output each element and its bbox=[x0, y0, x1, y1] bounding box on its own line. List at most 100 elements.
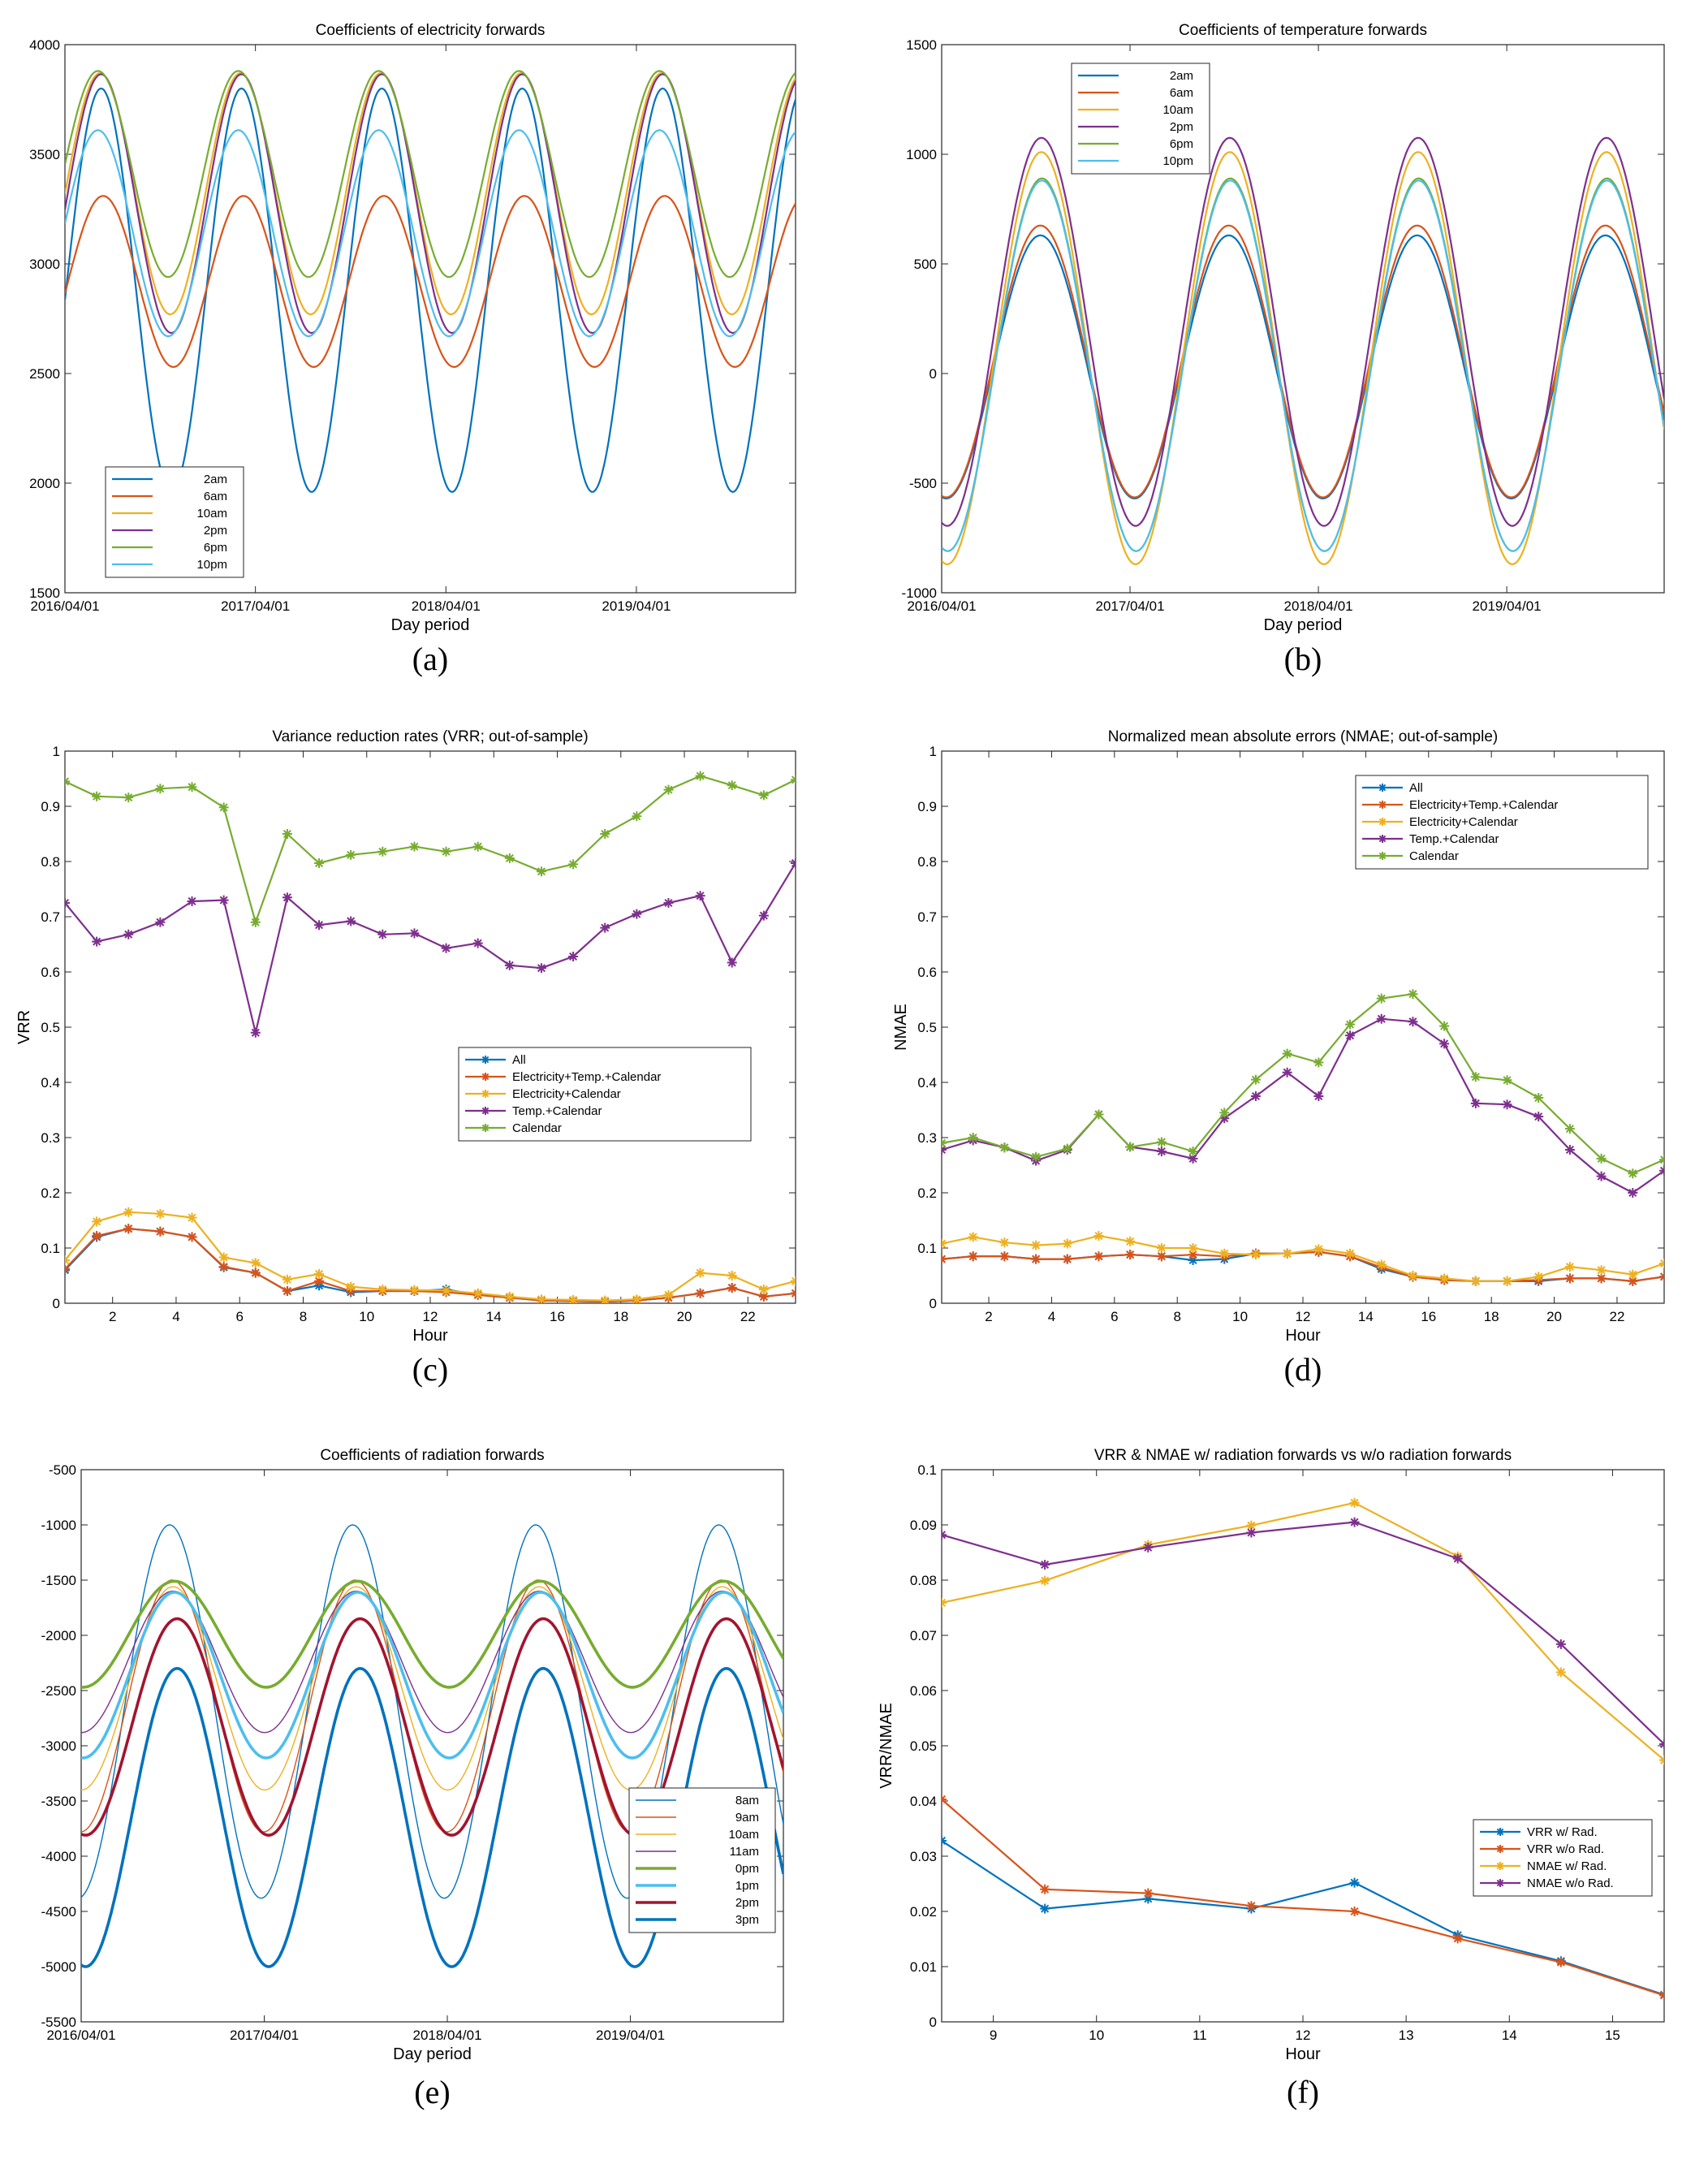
legend-entry-label: Electricity+Calendar bbox=[1409, 815, 1518, 829]
x-tick-label: 10 bbox=[1089, 2028, 1104, 2043]
x-tick-label: 2019/04/01 bbox=[1473, 598, 1542, 614]
data-point-marker bbox=[155, 1208, 166, 1219]
y-tick-label: 0.01 bbox=[910, 1959, 937, 1975]
data-point-marker bbox=[1093, 1251, 1104, 1262]
data-point-marker bbox=[250, 917, 261, 927]
y-tick-label: 0.1 bbox=[917, 1462, 937, 1478]
chart-f: VRR & NMAE w/ radiation forwards vs w/o … bbox=[878, 1447, 1665, 2110]
data-point-marker bbox=[1439, 1021, 1450, 1031]
data-point-marker bbox=[999, 1142, 1010, 1153]
panel-e: Coefficients of radiation forwards -5500 -… bbox=[16, 1437, 828, 2111]
data-point-marker bbox=[1564, 1124, 1575, 1134]
data-point-marker bbox=[250, 1268, 261, 1278]
data-point-marker bbox=[600, 922, 610, 933]
data-point-marker bbox=[1282, 1048, 1292, 1059]
data-point-marker bbox=[600, 1295, 610, 1303]
x-tick-label: 2017/04/01 bbox=[1095, 598, 1164, 614]
data-point-marker bbox=[1250, 1074, 1261, 1085]
data-point-marker bbox=[1596, 1153, 1607, 1164]
data-point-marker bbox=[1659, 1990, 1664, 2001]
data-point-marker bbox=[1313, 1057, 1324, 1068]
data-point-marker bbox=[282, 829, 292, 839]
x-tick-label: 12 bbox=[423, 1309, 438, 1324]
x-tick-label: 6 bbox=[235, 1309, 243, 1324]
legend-marker bbox=[481, 1107, 490, 1115]
legend-marker bbox=[1378, 818, 1387, 826]
data-point-marker bbox=[1125, 1236, 1136, 1246]
y-tick-label: 0.04 bbox=[910, 1794, 937, 1809]
data-point-marker bbox=[472, 1288, 483, 1298]
x-tick-label: 2018/04/01 bbox=[412, 598, 481, 614]
legend-marker bbox=[1378, 801, 1387, 809]
data-point-marker bbox=[1349, 1497, 1360, 1508]
data-point-marker bbox=[1659, 1738, 1664, 1749]
data-point-marker bbox=[1040, 1884, 1050, 1894]
chart-d: Normalized mean absolute errors (NMAE; o… bbox=[892, 728, 1665, 1388]
y-tick-label: 0.9 bbox=[41, 799, 60, 814]
data-point-marker bbox=[942, 1835, 947, 1846]
y-tick-label: 0.4 bbox=[917, 1075, 937, 1090]
data-point-marker bbox=[968, 1133, 978, 1142]
legend-box bbox=[105, 466, 244, 578]
x-tick-label: 2016/04/01 bbox=[907, 598, 976, 614]
x-tick-label: 10 bbox=[1232, 1309, 1248, 1324]
data-point-marker bbox=[1452, 1933, 1463, 1944]
x-axis-label: Day period bbox=[1264, 616, 1343, 634]
y-tick-label: 0 bbox=[929, 366, 937, 382]
y-tick-label: 0.3 bbox=[917, 1130, 937, 1146]
legend-box bbox=[458, 1047, 752, 1142]
data-point-marker bbox=[1628, 1269, 1638, 1280]
series-line-calendar bbox=[942, 993, 1664, 1175]
y-tick-label: 0.2 bbox=[917, 1185, 937, 1201]
y-tick-label: 0.6 bbox=[41, 965, 60, 980]
data-point-marker bbox=[942, 1138, 947, 1148]
y-tick-label: 2500 bbox=[29, 366, 60, 382]
data-point-marker bbox=[1349, 1517, 1360, 1527]
data-point-marker bbox=[472, 938, 483, 948]
legend-entry-label: VRR w/o Rad. bbox=[1527, 1842, 1604, 1856]
legend: 8am 9am 10am 11am 0pm 1pm 2pm 3pm bbox=[628, 1787, 776, 1933]
x-tick-label: 2018/04/01 bbox=[412, 2028, 481, 2043]
x-tick-label: 8 bbox=[1173, 1309, 1180, 1324]
data-point-marker bbox=[1502, 1276, 1512, 1286]
x-tick-label: 22 bbox=[1609, 1309, 1624, 1324]
data-point-marker bbox=[536, 963, 546, 974]
y-tick-label: 0.7 bbox=[41, 909, 60, 925]
data-point-marker bbox=[1439, 1273, 1450, 1284]
x-tick-label: 14 bbox=[1358, 1309, 1374, 1324]
data-point-marker bbox=[1564, 1262, 1575, 1272]
data-point-marker bbox=[1408, 1271, 1418, 1281]
legend-entry-label: 2am bbox=[1170, 69, 1193, 83]
data-point-marker bbox=[1156, 1243, 1167, 1253]
y-tick-label: 0 bbox=[53, 1296, 60, 1311]
series-line-10pm bbox=[65, 129, 796, 338]
data-point-marker bbox=[1408, 989, 1418, 1000]
data-point-marker bbox=[1659, 1155, 1664, 1165]
legend-entry-label: Calendar bbox=[512, 1121, 562, 1135]
data-point-marker bbox=[1188, 1255, 1198, 1265]
data-point-marker bbox=[791, 775, 796, 785]
data-point-marker bbox=[1219, 1108, 1230, 1118]
data-point-marker bbox=[1040, 1559, 1050, 1570]
data-point-marker bbox=[504, 853, 515, 863]
series-line-electricity-temp-calendar bbox=[65, 1228, 796, 1303]
chart-title: Variance reduction rates (VRR; out-of-sa… bbox=[272, 728, 588, 745]
data-point-marker bbox=[1345, 1030, 1356, 1041]
y-tick-label: 0.05 bbox=[910, 1738, 937, 1754]
data-point-marker bbox=[1031, 1240, 1042, 1250]
series-group bbox=[942, 136, 1664, 565]
y-tick-label: -4000 bbox=[41, 1849, 76, 1864]
data-point-marker bbox=[1564, 1144, 1575, 1155]
x-tick-label: 2 bbox=[109, 1309, 116, 1324]
legend: All Electricity+Temp.+Calendar Electricity… bbox=[1355, 775, 1649, 870]
chart-c: Variance reduction rates (VRR; out-of-sa… bbox=[16, 728, 796, 1388]
x-tick-label: 2016/04/01 bbox=[30, 598, 99, 614]
data-point-marker bbox=[1313, 1244, 1324, 1255]
plot-area bbox=[941, 1469, 1665, 2023]
data-point-marker bbox=[218, 895, 229, 905]
data-point-marker bbox=[632, 909, 642, 919]
data-point-marker bbox=[155, 784, 166, 794]
data-point-marker bbox=[1628, 1188, 1638, 1198]
y-tick-label: 1500 bbox=[29, 585, 60, 601]
y-axis-label: NMAE bbox=[892, 1004, 910, 1051]
